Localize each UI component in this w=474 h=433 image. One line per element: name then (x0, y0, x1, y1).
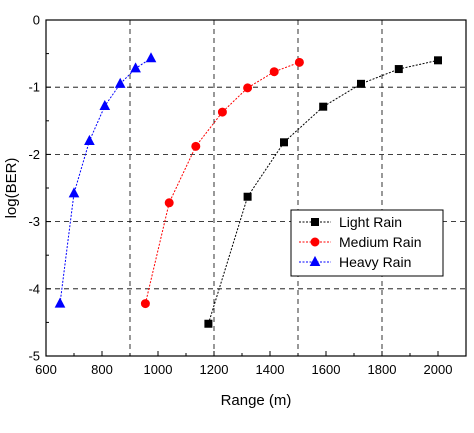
legend-label: Medium Rain (339, 234, 421, 250)
y-tick-label: -2 (28, 147, 40, 162)
data-point-circle (191, 141, 201, 151)
data-point-square (243, 192, 252, 201)
data-point-triangle (130, 62, 141, 73)
series-light-rain (204, 56, 442, 328)
legend-marker-triangle (309, 255, 321, 266)
x-tick-label: 1200 (200, 362, 229, 377)
data-point-square (394, 65, 403, 74)
y-tick-label: -4 (28, 281, 40, 296)
data-point-circle (269, 67, 279, 77)
series-line (207, 59, 439, 324)
data-point-circle (164, 198, 174, 208)
series-line (59, 57, 152, 304)
data-point-square (319, 102, 328, 111)
plot-area-frame (45, 19, 467, 357)
data-point-square (357, 79, 365, 88)
data-point-triangle (54, 297, 66, 308)
legend-item: Heavy Rain (299, 254, 411, 270)
data-point-square (434, 56, 442, 65)
series-medium-rain (140, 57, 304, 309)
x-tick-label: 1000 (144, 362, 173, 377)
legend-label: Heavy Rain (339, 254, 411, 270)
series-line (144, 61, 300, 304)
legend-item: Light Rain (299, 214, 402, 230)
data-point-triangle (99, 99, 111, 111)
y-tick-label: 0 (33, 13, 40, 28)
series-heavy-rain (54, 52, 157, 308)
legend: Light Rain Medium Rain Heavy Rain (290, 209, 444, 277)
y-tick-label: -3 (28, 214, 40, 229)
x-tick-label: 1800 (368, 362, 397, 377)
data-point-circle (217, 107, 227, 117)
legend-marker-circle (310, 237, 320, 247)
x-tick-label: 1600 (312, 362, 341, 377)
data-point-triangle (84, 134, 95, 145)
x-tick-label: 1400 (256, 362, 285, 377)
data-point-circle (294, 57, 304, 67)
legend-marker-square (311, 218, 319, 226)
data-point-triangle (114, 77, 126, 88)
data-point-circle (243, 83, 253, 93)
data-point-square (280, 138, 288, 147)
y-tick-label: -1 (28, 80, 40, 95)
data-point-triangle (145, 52, 157, 63)
data-series (54, 52, 442, 328)
data-point-triangle (68, 187, 80, 198)
x-tick-label: 2000 (424, 362, 453, 377)
x-tick-label: 600 (35, 362, 57, 377)
data-point-square (204, 319, 213, 328)
x-tick-label: 800 (91, 362, 113, 377)
axis-ticks: 600 800 1000 1200 1400 1600 1800 2000 0 -1 -2 -3 -4 -… (28, 13, 452, 378)
y-tick-label: -5 (28, 349, 40, 364)
data-point-circle (140, 299, 150, 309)
grid-lines (46, 20, 466, 356)
y-axis-title: log(BER) (3, 158, 20, 219)
legend-item: Medium Rain (299, 234, 421, 250)
legend-label: Light Rain (339, 214, 402, 230)
x-axis-title: Range (m) (221, 392, 292, 409)
